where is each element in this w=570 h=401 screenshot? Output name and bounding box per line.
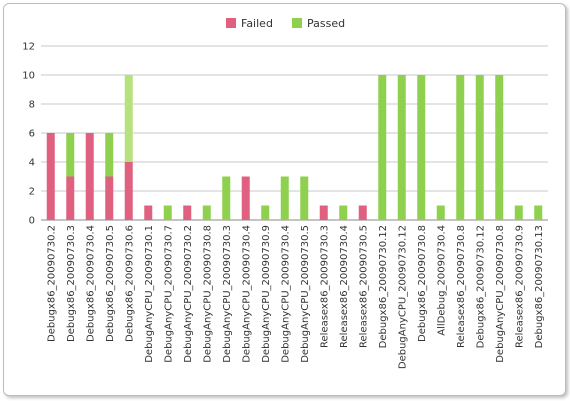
x-tick-label: DebugAnyCPU_20090730.7 — [163, 225, 174, 363]
bar-passed — [456, 75, 465, 220]
x-tick-label: Debugx86_20090730.12 — [378, 225, 389, 348]
bar-failed — [46, 133, 55, 220]
x-tick-label: Debugx86_20090730.12 — [475, 225, 486, 348]
bar-failed — [85, 133, 94, 220]
x-tick-label: Debugx86_20090730.8 — [417, 225, 428, 342]
x-tick-label: Debugx86_20090730.6 — [124, 225, 135, 342]
bar-failed — [358, 205, 367, 220]
bar-passed — [339, 205, 348, 220]
x-tick-label: DebugAnyCPU_20090730.9 — [261, 225, 272, 363]
x-tick-label: Debugx86_20090730.13 — [534, 225, 545, 348]
x-tick-label: DebugAnyCPU_20090730.5 — [300, 225, 311, 363]
x-tick-label: Releasex86_20090730.9 — [514, 225, 525, 348]
bar-passed — [280, 176, 289, 220]
x-tick-label: DebugAnyCPU_20090730.3 — [222, 225, 233, 363]
bar-passed — [378, 75, 387, 220]
x-tick-label: Releasex86_20090730.4 — [339, 225, 350, 348]
bar-failed — [144, 205, 153, 220]
y-tick-label: 2 — [29, 187, 35, 198]
legend-label: Failed — [241, 17, 273, 30]
bar-passed — [202, 205, 211, 220]
bar-failed — [124, 162, 133, 220]
bar-passed — [397, 75, 406, 220]
bar-passed — [300, 176, 309, 220]
x-tick-label: Releasex86_20090730.8 — [456, 225, 467, 348]
x-tick-label: DebugAnyCPU_20090730.4 — [241, 225, 252, 363]
y-tick-label: 8 — [29, 100, 35, 111]
y-tick-label: 6 — [29, 129, 35, 140]
bar-passed — [105, 133, 114, 177]
legend-swatch — [292, 18, 302, 28]
y-tick-label: 12 — [22, 42, 35, 53]
y-axis-ticks: 0 2 4 6 8 10 12 — [22, 42, 35, 227]
y-tick-label: 10 — [22, 71, 35, 82]
x-tick-label: Debugx86_20090730.5 — [105, 225, 116, 342]
bar-passed — [436, 205, 445, 220]
bar-failed — [66, 176, 75, 220]
bar-passed — [514, 205, 523, 220]
bar-failed — [105, 176, 114, 220]
x-tick-label: Releasex86_20090730.3 — [319, 225, 330, 348]
y-tick-label: 4 — [29, 158, 35, 169]
bar-failed — [241, 176, 250, 220]
legend-swatch — [226, 18, 236, 28]
bar-passed — [534, 205, 543, 220]
bar-passed — [66, 133, 75, 177]
x-tick-label: AllDebug_20090730.4 — [436, 225, 447, 336]
x-tick-label: DebugAnyCPU_20090730.8 — [495, 225, 506, 363]
bars — [46, 75, 543, 220]
x-tick-label: DebugAnyCPU_20090730.12 — [397, 225, 408, 369]
bar-failed — [319, 205, 328, 220]
x-tick-label: Debugx86_20090730.2 — [46, 225, 57, 342]
x-tick-label: DebugAnyCPU_20090730.2 — [183, 225, 194, 363]
x-tick-label: DebugAnyCPU_20090730.8 — [202, 225, 213, 363]
gridlines — [41, 45, 548, 221]
bar-passed — [495, 75, 504, 220]
x-tick-label: DebugAnyCPU_20090730.4 — [280, 225, 291, 363]
x-tick-label: Releasex86_20090730.5 — [358, 225, 369, 348]
legend-label: Passed — [307, 17, 345, 30]
bar-passed — [261, 205, 270, 220]
bar-passed — [124, 75, 133, 162]
x-tick-label: Debugx86_20090730.4 — [85, 225, 96, 342]
bar-passed — [475, 75, 484, 220]
legend: Failed Passed — [226, 17, 345, 30]
x-axis-ticks: Debugx86_20090730.2 Debugx86_20090730.3 De… — [46, 225, 545, 369]
bar-passed — [222, 176, 231, 220]
x-tick-label: DebugAnyCPU_20090730.1 — [144, 225, 155, 363]
bar-passed — [163, 205, 172, 220]
bar-failed — [183, 205, 192, 220]
y-tick-label: 0 — [29, 216, 35, 227]
bar-passed — [417, 75, 426, 220]
x-tick-label: Debugx86_20090730.3 — [66, 225, 77, 342]
